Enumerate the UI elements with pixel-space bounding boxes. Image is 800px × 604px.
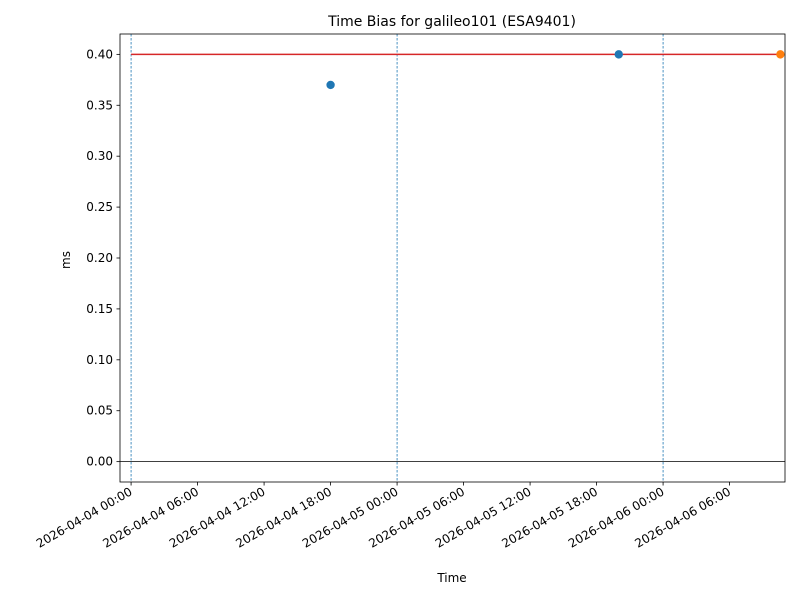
y-tick-label-3: 0.15 <box>86 302 113 316</box>
y-tick-label-6: 0.30 <box>86 149 113 163</box>
y-tick-label-0: 0.00 <box>86 455 113 469</box>
y-tick-label-1: 0.05 <box>86 404 113 418</box>
y-tick-label-7: 0.35 <box>86 98 113 112</box>
x-axis-label: Time <box>436 571 466 585</box>
y-tick-label-5: 0.25 <box>86 200 113 214</box>
y-axis-label: ms <box>59 251 73 269</box>
y-tick-label-8: 0.40 <box>86 47 113 61</box>
y-tick-label-4: 0.20 <box>86 251 113 265</box>
y-tick-label-2: 0.10 <box>86 353 113 367</box>
plot-frame <box>119 33 786 483</box>
data-point-s1-0 <box>776 50 785 59</box>
chart-title: Time Bias for galileo101 (ESA9401) <box>327 14 576 30</box>
data-point-s0-1 <box>614 50 623 59</box>
data-point-s0-0 <box>326 80 335 90</box>
